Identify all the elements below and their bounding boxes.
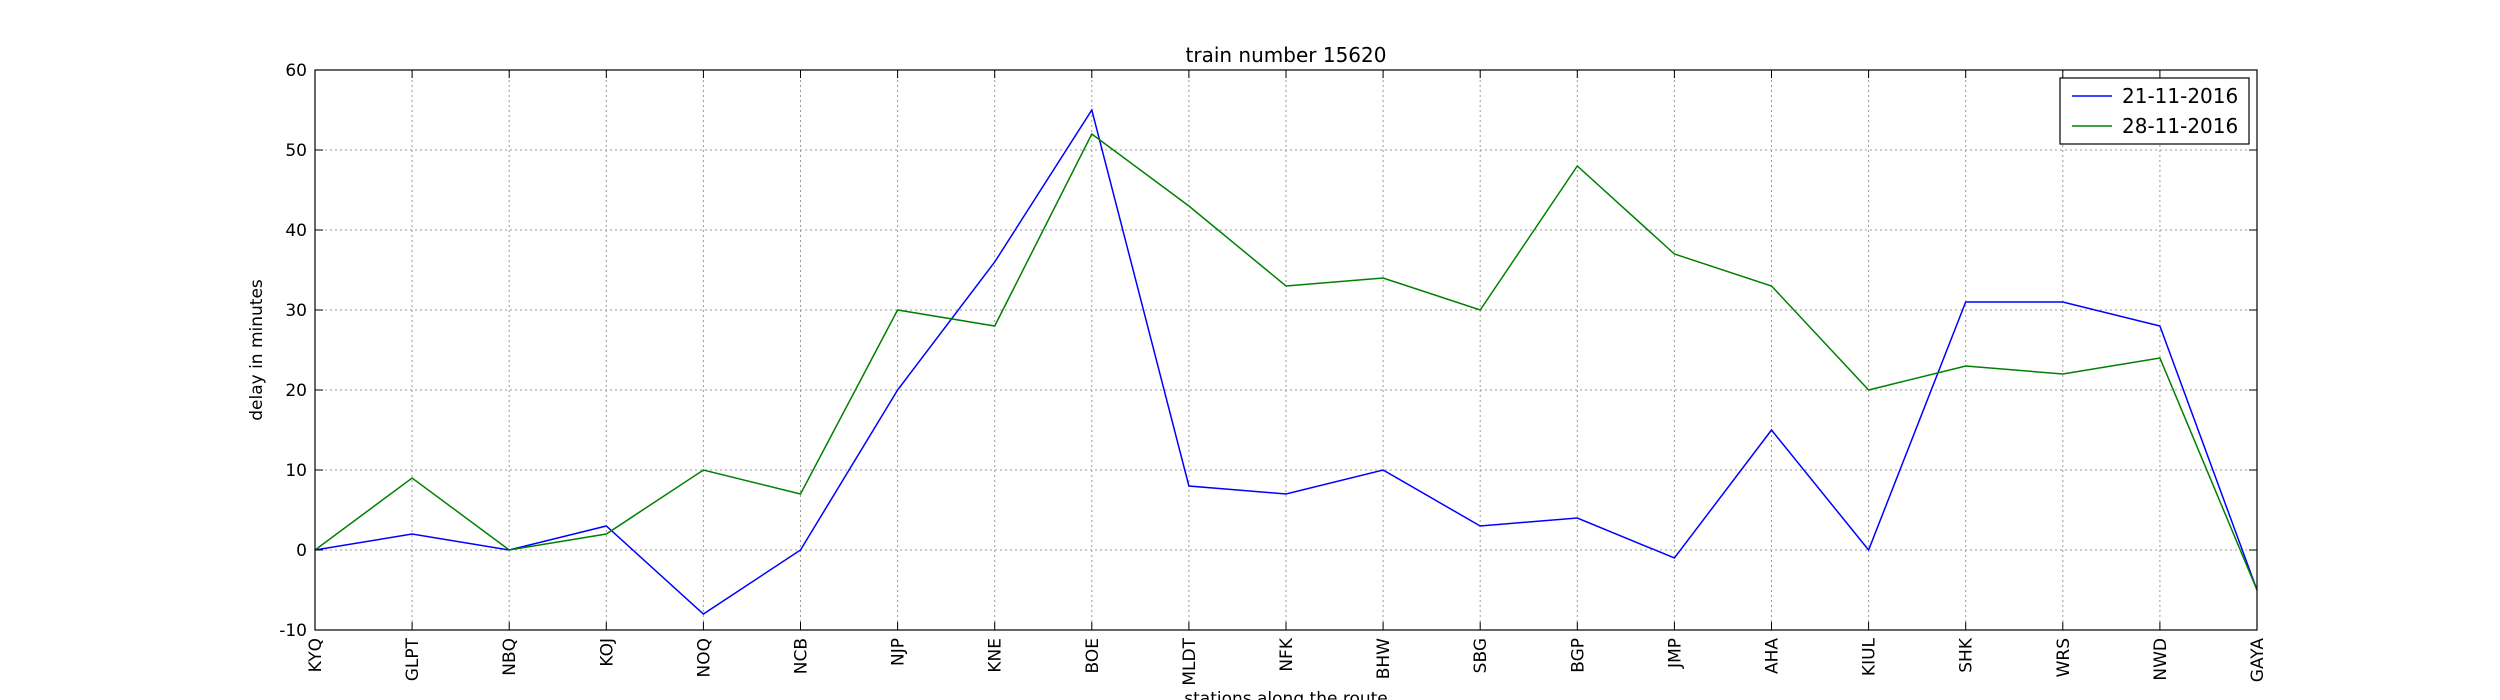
x-tick-label: KOJ: [597, 638, 617, 667]
legend-label-1: 21-11-2016: [2122, 84, 2238, 108]
x-tick-label: NCB: [792, 638, 812, 674]
y-tick-label: 50: [285, 141, 307, 161]
x-tick-label: NJP: [889, 638, 909, 666]
chart-title: train number 15620: [1186, 43, 1387, 67]
x-axis-label: stations along the route: [1184, 689, 1388, 700]
y-tick-label: 60: [285, 61, 307, 81]
x-tick-label: SBG: [1471, 638, 1491, 673]
x-tick-label: NWD: [2151, 638, 2171, 681]
x-tick-label: JMP: [1665, 638, 1685, 669]
x-tick-label: GAYA: [2248, 638, 2268, 683]
series-line-2: [314, 132, 2258, 591]
x-axis-ticks: KYQ GLPT NBQ KOJ NOQ NCB NJP KNE BOE MLDT NFK BHW SB…: [306, 70, 2268, 686]
legend-label-2: 28-11-2016: [2122, 114, 2238, 138]
series-lines: [314, 108, 2258, 615]
x-tick-label: BOE: [1083, 638, 1103, 674]
y-tick-label: 40: [285, 221, 307, 241]
x-tick-label: BHW: [1374, 638, 1394, 679]
y-tick-label: 20: [285, 381, 307, 401]
x-tick-label: SHK: [1957, 637, 1977, 673]
y-tick-label: 30: [285, 301, 307, 321]
legend-box: [2059, 77, 2250, 145]
series-line-1: [314, 108, 2258, 615]
y-axis-label: delay in minutes: [247, 279, 267, 421]
y-tick-label: 0: [296, 541, 307, 561]
x-tick-label: KYQ: [306, 638, 326, 672]
x-tick-label: MLDT: [1180, 637, 1200, 685]
x-tick-label: GLPT: [403, 637, 423, 681]
legend: 21-11-2016 28-11-2016: [2059, 77, 2250, 145]
x-tick-label: NBQ: [500, 638, 520, 676]
x-tick-label: AHA: [1763, 638, 1783, 674]
x-tick-label: KNE: [986, 638, 1006, 673]
y-tick-label: -10: [279, 621, 307, 641]
x-tick-label: BGP: [1568, 638, 1588, 673]
x-tick-label: KIUL: [1860, 637, 1880, 676]
y-tick-label: 10: [285, 461, 307, 481]
x-tick-label: NFK: [1277, 637, 1297, 671]
x-tick-label: WRS: [2054, 638, 2074, 677]
grid-lines: [314, 69, 2258, 631]
y-axis-ticks: -10 0 10 20 30 40 50 60: [279, 61, 2257, 641]
x-tick-label: NOQ: [694, 638, 714, 677]
